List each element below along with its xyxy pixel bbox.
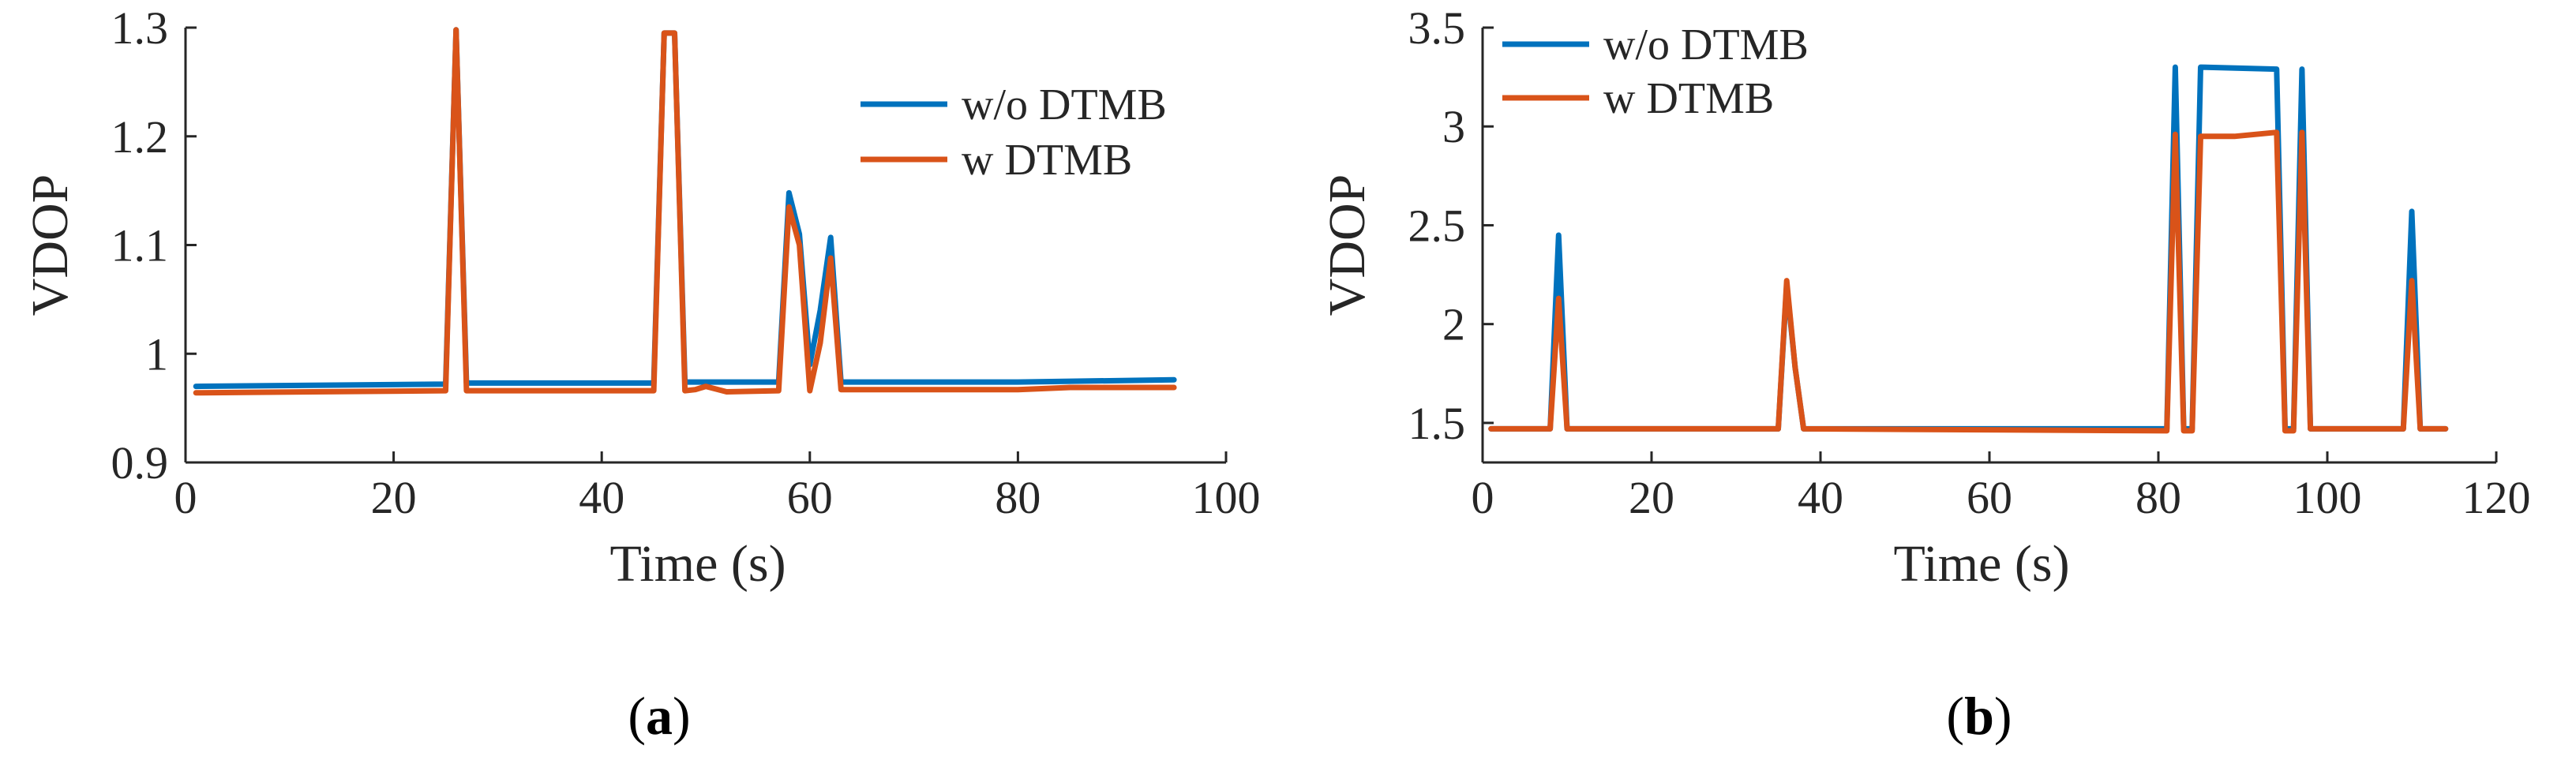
series-line-w-dtmb bbox=[193, 27, 1177, 396]
y-tick-label: 1.3 bbox=[111, 2, 169, 54]
x-tick-label: 40 bbox=[1798, 472, 1843, 523]
x-tick-label: 120 bbox=[2462, 472, 2531, 523]
y-tick-label: 3 bbox=[1442, 101, 1465, 152]
x-tick-label: 0 bbox=[1472, 472, 1494, 523]
y-tick-label: 2 bbox=[1442, 299, 1465, 350]
x-tick-label: 80 bbox=[995, 472, 1041, 523]
legend-label: w DTMB bbox=[962, 136, 1132, 185]
x-tick-label: 40 bbox=[579, 472, 624, 523]
y-tick-label: 0.9 bbox=[111, 437, 169, 488]
y-tick-label: 1 bbox=[145, 328, 168, 380]
panel-label: (b) bbox=[1946, 686, 2012, 746]
chart-panel-a: 0 20 40 60 80 100 0.9 1 1.1 1.2 1.3 Time (s) VDOP w/o… bbox=[21, 2, 1261, 746]
y-axis-title: VDOP bbox=[21, 174, 79, 316]
x-tick-label: 60 bbox=[1967, 472, 2012, 523]
x-tick-label: 100 bbox=[2293, 472, 2362, 523]
x-tick-label: 60 bbox=[787, 472, 833, 523]
y-tick-label: 1.5 bbox=[1408, 398, 1466, 449]
y-tick-label: 1.2 bbox=[111, 111, 169, 163]
x-tick-label: 80 bbox=[2135, 472, 2181, 523]
chart-panel-b: 0 20 40 60 80 100 120 1.5 2 2.5 3 3.5 Time (s) VDOP w/… bbox=[1318, 2, 2531, 746]
x-tick-label: 20 bbox=[371, 472, 417, 523]
y-tick-label: 3.5 bbox=[1408, 2, 1466, 54]
y-tick-label: 2.5 bbox=[1408, 200, 1466, 251]
legend-label: w/o DTMB bbox=[1603, 21, 1809, 69]
panel-label: (a) bbox=[628, 686, 690, 746]
series-line-w-dtmb bbox=[1488, 129, 2449, 434]
legend-label: w/o DTMB bbox=[962, 80, 1167, 129]
y-tick-label: 1.1 bbox=[111, 220, 169, 271]
x-tick-label: 20 bbox=[1629, 472, 1674, 523]
x-tick-label: 0 bbox=[174, 472, 197, 523]
x-axis-title: Time (s) bbox=[609, 535, 786, 593]
x-tick-label: 100 bbox=[1192, 472, 1261, 523]
legend-label: w DTMB bbox=[1603, 74, 1774, 123]
x-axis-title: Time (s) bbox=[1893, 535, 2069, 593]
y-axis-title: VDOP bbox=[1318, 174, 1376, 316]
